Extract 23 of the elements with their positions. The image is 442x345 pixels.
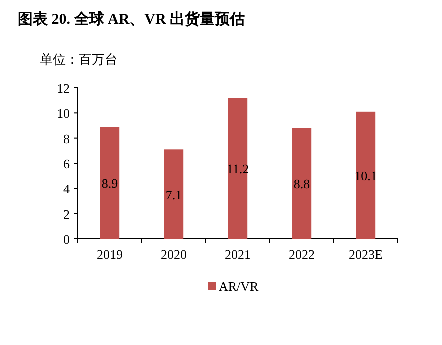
y-axis-title: 单位：百万台	[40, 52, 118, 67]
bar	[292, 128, 312, 239]
x-tick-label: 2021	[225, 247, 251, 262]
y-tick-label: 0	[64, 232, 70, 247]
legend-label: AR/VR	[219, 279, 260, 294]
x-tick-label: 2022	[289, 247, 315, 262]
bar	[100, 127, 120, 239]
bar	[356, 112, 376, 239]
x-tick-label: 2019	[97, 247, 123, 262]
data-label: 8.9	[102, 176, 118, 192]
bar	[164, 150, 184, 239]
y-tick-label: 12	[57, 81, 70, 96]
x-tick-label: 2023E	[349, 247, 384, 262]
chart-title: 图表 20. 全球 AR、VR 出货量预估	[18, 11, 246, 28]
data-label: 7.1	[166, 187, 182, 202]
bar	[228, 98, 248, 239]
y-tick-label: 2	[64, 206, 70, 222]
y-tick-label: 6	[64, 156, 70, 172]
y-tick-label: 8	[64, 131, 70, 146]
y-tick-label: 4	[64, 182, 70, 197]
x-tick-label: 2020	[161, 247, 187, 262]
data-label: 8.8	[294, 176, 310, 192]
y-tick-label: 10	[57, 106, 70, 122]
